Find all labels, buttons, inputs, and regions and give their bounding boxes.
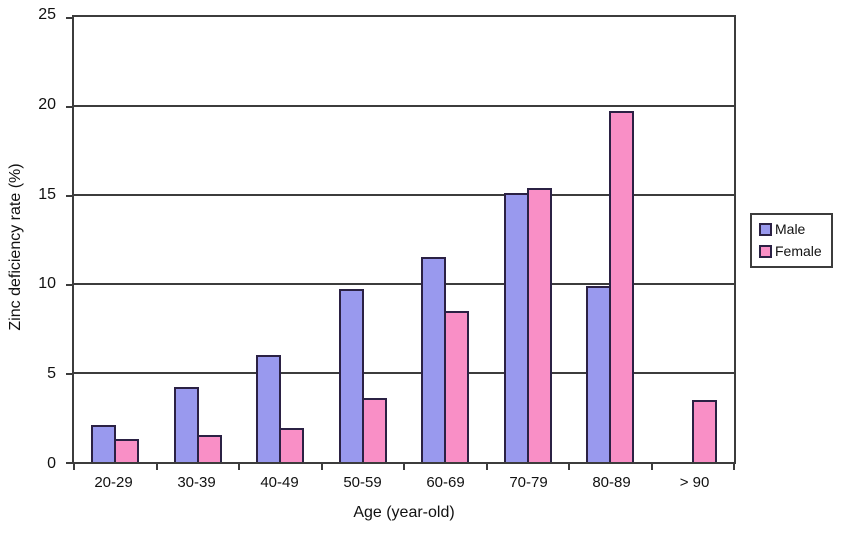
y-tick-mark	[66, 17, 72, 19]
y-tick-mark	[66, 284, 72, 286]
x-tick-label: 80-89	[592, 474, 631, 491]
bar-group	[487, 17, 570, 462]
x-tick-label: 40-49	[260, 474, 299, 491]
female-bar	[361, 397, 387, 462]
bar-group	[404, 17, 487, 462]
x-tick-label: 30-39	[177, 474, 216, 491]
male-bar	[338, 289, 364, 462]
legend: Male Female	[750, 213, 833, 268]
gridline	[74, 105, 734, 107]
female-bar	[114, 438, 140, 462]
male-bar	[256, 355, 282, 462]
female-bar	[526, 187, 552, 462]
y-tick-mark	[66, 106, 72, 108]
plot-area	[66, 15, 736, 470]
bar-group	[157, 17, 240, 462]
x-tick-mark	[568, 464, 570, 470]
gridline	[74, 194, 734, 196]
legend-swatch-female	[759, 245, 772, 258]
legend-label: Male	[775, 221, 806, 237]
female-bar	[444, 310, 470, 462]
female-bar	[196, 435, 222, 462]
male-bar	[586, 285, 612, 462]
bar-group	[322, 17, 405, 462]
x-tick-label: 20-29	[94, 474, 133, 491]
x-tick-label: 50-59	[343, 474, 382, 491]
x-tick-mark	[403, 464, 405, 470]
bar-group	[569, 17, 652, 462]
x-axis-title: Age (year-old)	[353, 504, 455, 521]
x-tick-mark	[155, 464, 158, 470]
legend-label: Female	[775, 243, 822, 259]
female-bar	[609, 111, 635, 462]
y-tick-label: 5	[47, 365, 56, 383]
y-tick-label: 0	[47, 455, 56, 472]
legend-item-female: Female	[759, 244, 822, 259]
y-tick-mark	[66, 462, 72, 464]
x-tick-mark	[485, 464, 488, 470]
gridline	[74, 372, 734, 374]
bar-group	[239, 17, 322, 462]
y-tick-label: 25	[38, 6, 56, 23]
x-tick-label: 60-69	[426, 474, 465, 491]
female-bar	[691, 399, 717, 462]
male-bar	[173, 387, 199, 462]
x-tick-mark	[733, 464, 735, 470]
x-tick-mark	[320, 464, 323, 470]
y-tick-label: 10	[38, 275, 56, 293]
legend-item-male: Male	[759, 222, 822, 237]
y-tick-label: 15	[38, 185, 56, 203]
female-bar	[279, 428, 305, 462]
y-tick-mark	[66, 195, 72, 197]
male-bar	[421, 257, 447, 462]
legend-swatch-male	[759, 223, 772, 236]
y-tick-label: 20	[38, 95, 56, 113]
y-tick-mark	[66, 373, 72, 375]
x-tick-mark	[650, 464, 653, 470]
x-tick-label: > 90	[679, 474, 710, 491]
bar-group	[74, 17, 157, 462]
bar-group	[652, 17, 735, 462]
x-tick-label: 70-79	[509, 474, 548, 491]
male-bar	[503, 193, 529, 462]
male-bar	[91, 424, 117, 462]
x-tick-mark	[73, 464, 75, 470]
gridline	[74, 283, 734, 285]
x-tick-mark	[238, 464, 240, 470]
